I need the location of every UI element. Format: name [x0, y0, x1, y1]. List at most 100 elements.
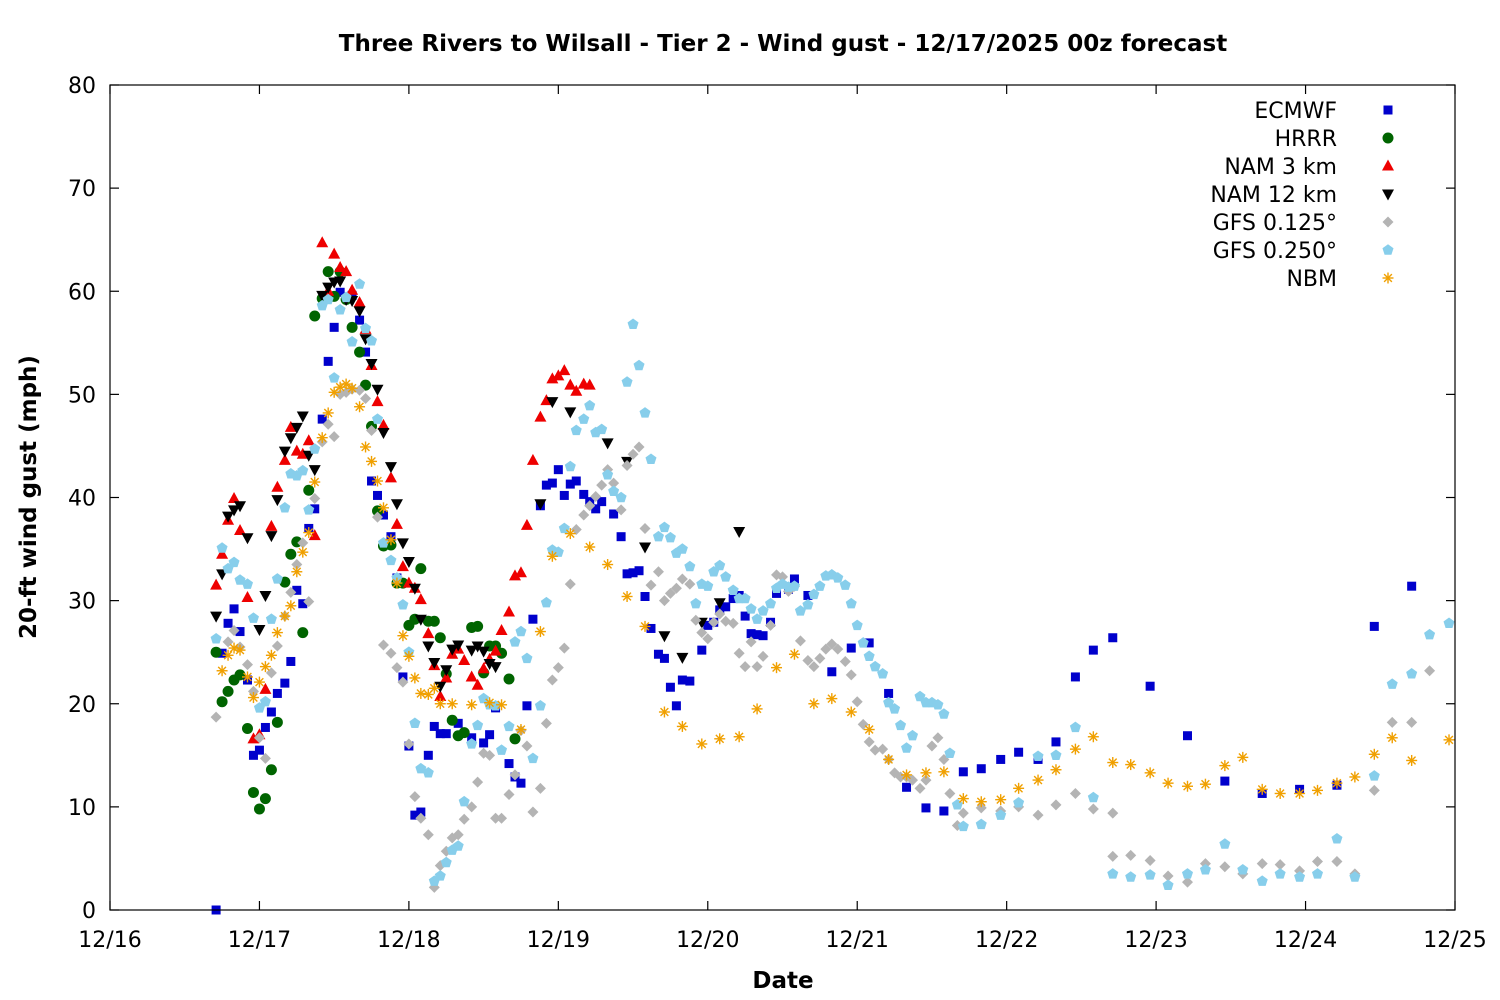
legend-item: ECMWF — [1254, 99, 1393, 124]
data-point — [271, 640, 283, 652]
data-point — [1199, 778, 1211, 790]
data-point — [839, 655, 851, 667]
data-point — [346, 382, 358, 394]
data-point — [920, 774, 932, 786]
data-point — [596, 479, 608, 491]
data-point — [466, 801, 478, 813]
data-point — [292, 585, 302, 595]
data-point — [546, 372, 559, 384]
data-point — [1108, 633, 1118, 643]
data-point — [434, 690, 447, 702]
y-tick-label: 40 — [68, 487, 96, 512]
data-point — [826, 693, 838, 705]
data-point — [957, 807, 969, 819]
data-point — [278, 446, 291, 458]
series-ecmwf — [211, 287, 1417, 915]
data-point — [714, 733, 726, 745]
data-point — [1144, 767, 1156, 779]
data-point — [385, 647, 397, 659]
data-point — [440, 665, 453, 677]
series-gfs-0-125 — [210, 383, 1436, 893]
data-point — [808, 661, 820, 673]
data-point — [271, 495, 284, 507]
data-point — [316, 432, 328, 444]
x-tick-label: 12/16 — [78, 928, 141, 953]
data-point — [1107, 757, 1119, 769]
data-point — [1312, 856, 1324, 868]
data-point — [671, 701, 681, 711]
data-point — [353, 306, 366, 318]
data-point — [397, 676, 409, 688]
data-point — [253, 803, 265, 815]
data-point — [526, 453, 539, 465]
data-point — [496, 647, 508, 659]
data-point — [514, 566, 527, 578]
data-point — [503, 673, 515, 685]
data-point — [571, 476, 581, 486]
data-point — [751, 661, 763, 673]
data-point — [371, 413, 384, 424]
data-point — [634, 566, 644, 576]
data-point — [371, 395, 384, 407]
data-point — [570, 424, 582, 436]
data-point — [521, 740, 533, 752]
data-point — [496, 744, 508, 755]
legend-marker — [1383, 105, 1393, 115]
data-point — [658, 631, 671, 643]
data-point — [639, 522, 651, 534]
data-point — [228, 492, 241, 504]
data-point — [1331, 833, 1343, 844]
data-point — [210, 578, 223, 590]
data-point — [676, 720, 688, 732]
data-point — [310, 504, 320, 514]
data-point — [234, 501, 247, 513]
legend-label: GFS 0.125° — [1213, 211, 1337, 236]
data-point — [1050, 749, 1062, 760]
data-point — [416, 807, 426, 817]
y-tick-label: 20 — [68, 693, 96, 718]
data-point — [210, 711, 222, 723]
data-point — [234, 524, 247, 535]
data-point — [391, 577, 403, 589]
x-tick-label: 12/23 — [1124, 928, 1187, 953]
data-point — [422, 641, 435, 653]
data-point — [639, 620, 651, 632]
data-point — [1219, 838, 1231, 849]
data-point — [788, 580, 800, 591]
data-point — [802, 654, 814, 666]
x-tick-label: 12/17 — [228, 928, 291, 953]
data-point — [628, 568, 638, 578]
data-point — [995, 809, 1007, 820]
data-point — [484, 749, 496, 761]
data-point — [435, 729, 445, 739]
data-point — [745, 636, 757, 648]
data-point — [329, 322, 339, 332]
data-point — [409, 791, 421, 803]
data-point — [291, 566, 303, 578]
data-point — [234, 644, 246, 656]
data-point — [534, 410, 547, 422]
data-point — [846, 643, 856, 653]
legend-item: NAM 12 km — [1210, 183, 1394, 208]
data-point — [472, 776, 484, 788]
data-point — [253, 625, 266, 636]
data-point — [771, 662, 783, 674]
data-point — [845, 597, 857, 609]
data-point — [309, 476, 321, 488]
data-point — [228, 505, 241, 517]
data-point — [253, 676, 265, 688]
data-point — [409, 672, 421, 684]
data-point — [279, 610, 291, 622]
data-point — [1220, 776, 1230, 786]
data-point — [354, 346, 366, 358]
data-point — [758, 631, 768, 641]
data-point — [733, 731, 745, 743]
data-point — [690, 614, 702, 626]
data-point — [1087, 731, 1099, 743]
data-point — [590, 490, 602, 502]
data-point — [247, 786, 259, 798]
data-point — [957, 793, 969, 805]
data-point — [485, 730, 495, 740]
data-point — [627, 318, 639, 329]
data-point — [1406, 668, 1418, 679]
